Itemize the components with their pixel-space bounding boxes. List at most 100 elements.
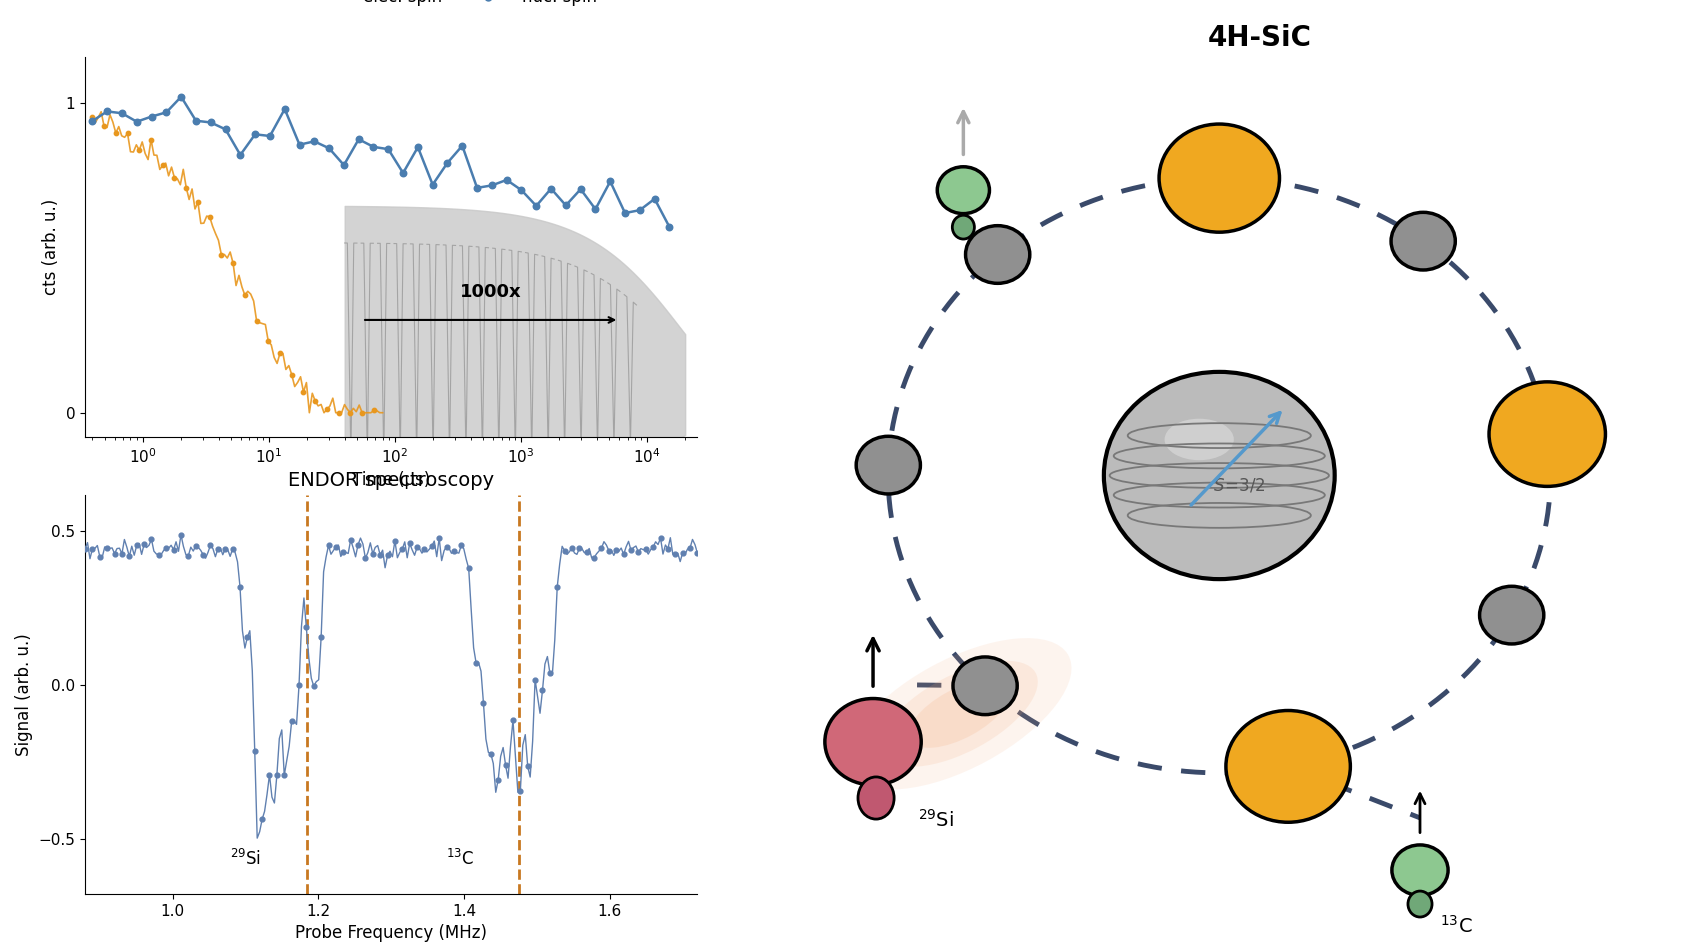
Point bbox=[536, 665, 563, 680]
Point bbox=[478, 747, 505, 762]
Ellipse shape bbox=[825, 699, 922, 785]
Point bbox=[381, 534, 408, 549]
Point bbox=[71, 541, 99, 556]
Point bbox=[182, 538, 209, 553]
Point bbox=[78, 109, 105, 125]
Point bbox=[131, 537, 158, 553]
Point bbox=[172, 180, 199, 195]
Point bbox=[94, 104, 121, 119]
X-axis label: Time (μs): Time (μs) bbox=[352, 472, 430, 490]
Point bbox=[602, 542, 629, 557]
Ellipse shape bbox=[847, 638, 1072, 789]
Point bbox=[301, 394, 328, 409]
Point bbox=[640, 539, 667, 554]
Point bbox=[286, 137, 313, 152]
Point bbox=[175, 548, 202, 563]
Point bbox=[345, 131, 373, 146]
Point bbox=[485, 772, 512, 787]
Ellipse shape bbox=[1104, 372, 1335, 579]
Point bbox=[150, 158, 177, 173]
Point bbox=[337, 533, 364, 548]
Point bbox=[366, 548, 393, 563]
Y-axis label: Signal (arb. u.): Signal (arb. u.) bbox=[15, 632, 32, 756]
Title: ENDOR spectroscopy: ENDOR spectroscopy bbox=[287, 471, 495, 490]
Point bbox=[243, 313, 270, 328]
Point bbox=[447, 537, 475, 553]
Point bbox=[390, 165, 417, 181]
Point bbox=[196, 209, 223, 224]
Point bbox=[138, 109, 165, 125]
Point bbox=[87, 549, 114, 564]
Point bbox=[463, 655, 490, 670]
Point bbox=[197, 115, 225, 130]
Point bbox=[315, 141, 342, 156]
Point bbox=[611, 547, 638, 562]
Point bbox=[153, 540, 180, 555]
Point bbox=[167, 527, 194, 542]
Point bbox=[257, 128, 284, 144]
Point bbox=[248, 812, 276, 827]
Point bbox=[668, 545, 696, 560]
Point bbox=[595, 543, 623, 558]
X-axis label: Probe Frequency (MHz): Probe Frequency (MHz) bbox=[296, 924, 486, 942]
Ellipse shape bbox=[1158, 124, 1279, 232]
Point bbox=[308, 630, 335, 645]
Point bbox=[396, 535, 424, 551]
Point bbox=[522, 672, 549, 688]
Point bbox=[441, 543, 468, 558]
Point bbox=[94, 540, 121, 555]
Point bbox=[626, 203, 653, 218]
Point bbox=[374, 548, 401, 563]
Point bbox=[434, 155, 461, 170]
Point bbox=[255, 334, 282, 349]
Text: 1000x: 1000x bbox=[459, 283, 522, 301]
Point bbox=[617, 543, 645, 558]
Point bbox=[456, 561, 483, 576]
Point bbox=[270, 102, 298, 117]
Point bbox=[538, 181, 565, 196]
Point bbox=[330, 544, 357, 559]
Point bbox=[219, 256, 247, 271]
Point bbox=[449, 138, 476, 153]
Point bbox=[529, 683, 556, 698]
Point bbox=[138, 532, 165, 547]
Point bbox=[114, 126, 141, 141]
Point bbox=[122, 114, 150, 129]
Point bbox=[589, 540, 616, 555]
Ellipse shape bbox=[857, 777, 895, 819]
Point bbox=[352, 551, 379, 566]
Text: 4H-SiC: 4H-SiC bbox=[1208, 24, 1311, 52]
Point bbox=[611, 205, 638, 221]
Point bbox=[558, 540, 585, 555]
Point bbox=[418, 538, 446, 553]
Point bbox=[102, 126, 129, 141]
Point bbox=[405, 140, 432, 155]
Point bbox=[390, 541, 417, 556]
Point bbox=[582, 202, 609, 217]
Point bbox=[286, 678, 313, 693]
Point bbox=[425, 531, 452, 546]
Point bbox=[90, 119, 117, 134]
Point bbox=[325, 405, 352, 420]
Ellipse shape bbox=[1480, 586, 1545, 644]
Point bbox=[321, 539, 349, 554]
Point bbox=[242, 126, 269, 142]
Point bbox=[153, 105, 180, 120]
Point bbox=[633, 542, 660, 557]
Point bbox=[359, 546, 386, 561]
Point bbox=[301, 134, 328, 149]
Point bbox=[264, 767, 291, 783]
Point bbox=[208, 247, 235, 262]
Legend: elec. spin, nuc. spin: elec. spin, nuc. spin bbox=[301, 0, 604, 13]
Ellipse shape bbox=[881, 661, 1038, 767]
Point bbox=[361, 403, 388, 418]
Point bbox=[677, 540, 704, 555]
Point bbox=[167, 89, 194, 105]
Text: $^{13}$C: $^{13}$C bbox=[1441, 915, 1473, 937]
Point bbox=[522, 199, 549, 214]
Point bbox=[270, 767, 298, 783]
Point bbox=[233, 630, 260, 645]
Text: $^{13}$C: $^{13}$C bbox=[446, 849, 475, 869]
Point bbox=[197, 537, 225, 553]
Point bbox=[226, 579, 253, 594]
